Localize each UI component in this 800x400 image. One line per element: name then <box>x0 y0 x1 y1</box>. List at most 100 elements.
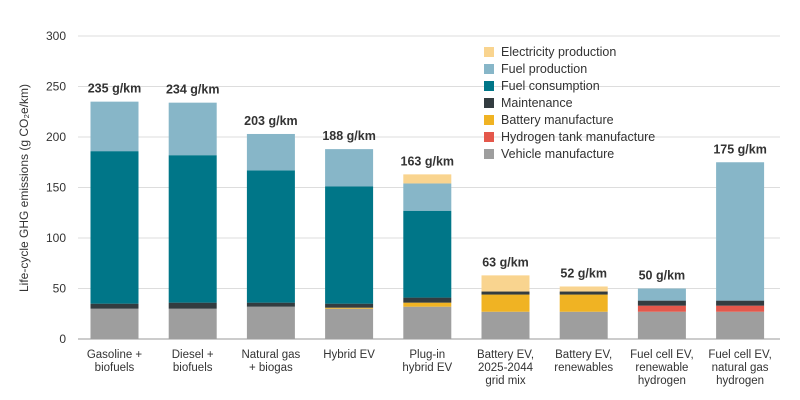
x-tick-label: Natural gas <box>241 349 300 361</box>
bar-segment <box>559 311 608 339</box>
bar-segment <box>403 210 452 298</box>
bar-segment <box>325 303 374 308</box>
bar-segment <box>90 151 139 304</box>
bar-segment <box>481 311 530 339</box>
x-tick-label: Hybrid EV <box>323 349 375 361</box>
x-tick-label: Gasoline + <box>87 349 143 361</box>
x-tick-label: grid mix <box>485 375 526 387</box>
total-label: 188 g/km <box>322 129 376 143</box>
bar-segment <box>481 275 530 292</box>
x-tick-label: + biogas <box>249 362 293 374</box>
bar-segment <box>246 133 295 171</box>
x-tick-label: Plug-in <box>409 349 445 361</box>
y-tick-label: 300 <box>46 29 66 43</box>
total-label: 203 g/km <box>244 114 298 128</box>
total-label: 163 g/km <box>401 154 455 168</box>
legend-label: Electricity production <box>501 44 617 59</box>
x-tick-label: biofuels <box>95 362 135 374</box>
total-label: 175 g/km <box>713 142 767 156</box>
legend-item: Electricity production <box>484 43 655 60</box>
legend-swatch <box>484 63 494 74</box>
x-tick-label: Fuel cell EV, <box>708 349 772 361</box>
bar-segment <box>403 302 452 307</box>
legend-label: Battery manufacture <box>501 112 614 127</box>
legend-label: Fuel consumption <box>501 78 600 93</box>
bar-segment <box>325 308 374 339</box>
bar-segment <box>325 149 374 187</box>
legend-item: Maintenance <box>484 94 655 111</box>
bar-segment <box>716 305 765 312</box>
x-tick-label: hydrogen <box>716 375 764 387</box>
y-tick-label: 150 <box>46 181 66 195</box>
legend-label: Fuel production <box>501 61 588 76</box>
y-tick-label: 0 <box>59 332 66 346</box>
legend-swatch <box>484 97 494 108</box>
bar-segment <box>716 300 765 306</box>
legend-swatch <box>484 80 494 91</box>
bars <box>90 101 765 339</box>
bar-segment <box>403 306 452 339</box>
y-tick-label: 250 <box>46 80 66 94</box>
x-tick-label: Battery EV, <box>555 349 612 361</box>
legend-label: Hydrogen tank manufacture <box>501 129 656 144</box>
bar-segment <box>637 300 686 306</box>
bar-segment <box>90 308 139 339</box>
bar-segment <box>168 308 217 339</box>
bar-segment <box>246 170 295 303</box>
legend-swatch <box>484 114 494 125</box>
bar-segment <box>246 306 295 339</box>
legend-label: Vehicle manufacture <box>501 146 615 161</box>
legend-item: Vehicle manufacture <box>484 145 655 162</box>
legend-swatch <box>484 131 494 142</box>
bar-segment <box>716 162 765 301</box>
legend: Electricity production Fuel production Fue… <box>484 43 655 162</box>
y-axis-label: Life-cycle GHG emissions (g CO₂e/km) <box>17 84 31 292</box>
x-tick-label: natural gas <box>712 362 769 374</box>
y-tick-label: 200 <box>46 130 66 144</box>
bar-segment <box>559 294 608 312</box>
legend-swatch <box>484 46 494 57</box>
bar-segment <box>325 186 374 304</box>
bar-segment <box>168 102 217 156</box>
bar-segment <box>716 311 765 339</box>
total-label: 50 g/km <box>639 269 686 283</box>
x-tick-label: biofuels <box>173 362 213 374</box>
bar-segment <box>481 294 530 312</box>
y-tick-label: 100 <box>46 231 66 245</box>
bar-segment <box>481 291 530 295</box>
legend-item: Fuel consumption <box>484 77 655 94</box>
x-tick-label: renewable <box>635 362 688 374</box>
total-label: 235 g/km <box>88 82 142 96</box>
x-tick-label: hydrogen <box>638 375 686 387</box>
bar-segment <box>403 183 452 211</box>
legend-item: Battery manufacture <box>484 111 655 128</box>
x-tick-label: Fuel cell EV, <box>630 349 694 361</box>
bar-segment <box>403 174 452 184</box>
bar-segment <box>403 297 452 303</box>
x-tick-label: hybrid EV <box>402 362 452 374</box>
total-label: 234 g/km <box>166 83 220 97</box>
bar-segment <box>246 302 295 307</box>
bar-segment <box>325 307 374 309</box>
y-tick-label: 50 <box>53 282 67 296</box>
total-label: 52 g/km <box>560 266 607 280</box>
legend-item: Fuel production <box>484 60 655 77</box>
bar-segment <box>559 286 608 292</box>
legend-swatch <box>484 148 494 159</box>
bar-segment <box>637 311 686 339</box>
x-tick-label: renewables <box>554 362 613 374</box>
x-tick-label: Battery EV, <box>477 349 534 361</box>
bar-segment <box>637 305 686 312</box>
x-tick-label: 2025-2044 <box>478 362 534 374</box>
legend-item: Hydrogen tank manufacture <box>484 128 655 145</box>
bar-segment <box>637 288 686 301</box>
legend-label: Maintenance <box>501 95 573 110</box>
total-label: 63 g/km <box>482 255 529 269</box>
y-axis-ticks: 0 50 100 150 200 250 300 <box>46 29 66 346</box>
bar-segment <box>559 291 608 295</box>
total-labels: 235 g/km 234 g/km 203 g/km 188 g/km 163 g/km… <box>88 82 767 283</box>
bar-segment <box>168 155 217 303</box>
x-tick-label: Diesel + <box>172 349 214 361</box>
